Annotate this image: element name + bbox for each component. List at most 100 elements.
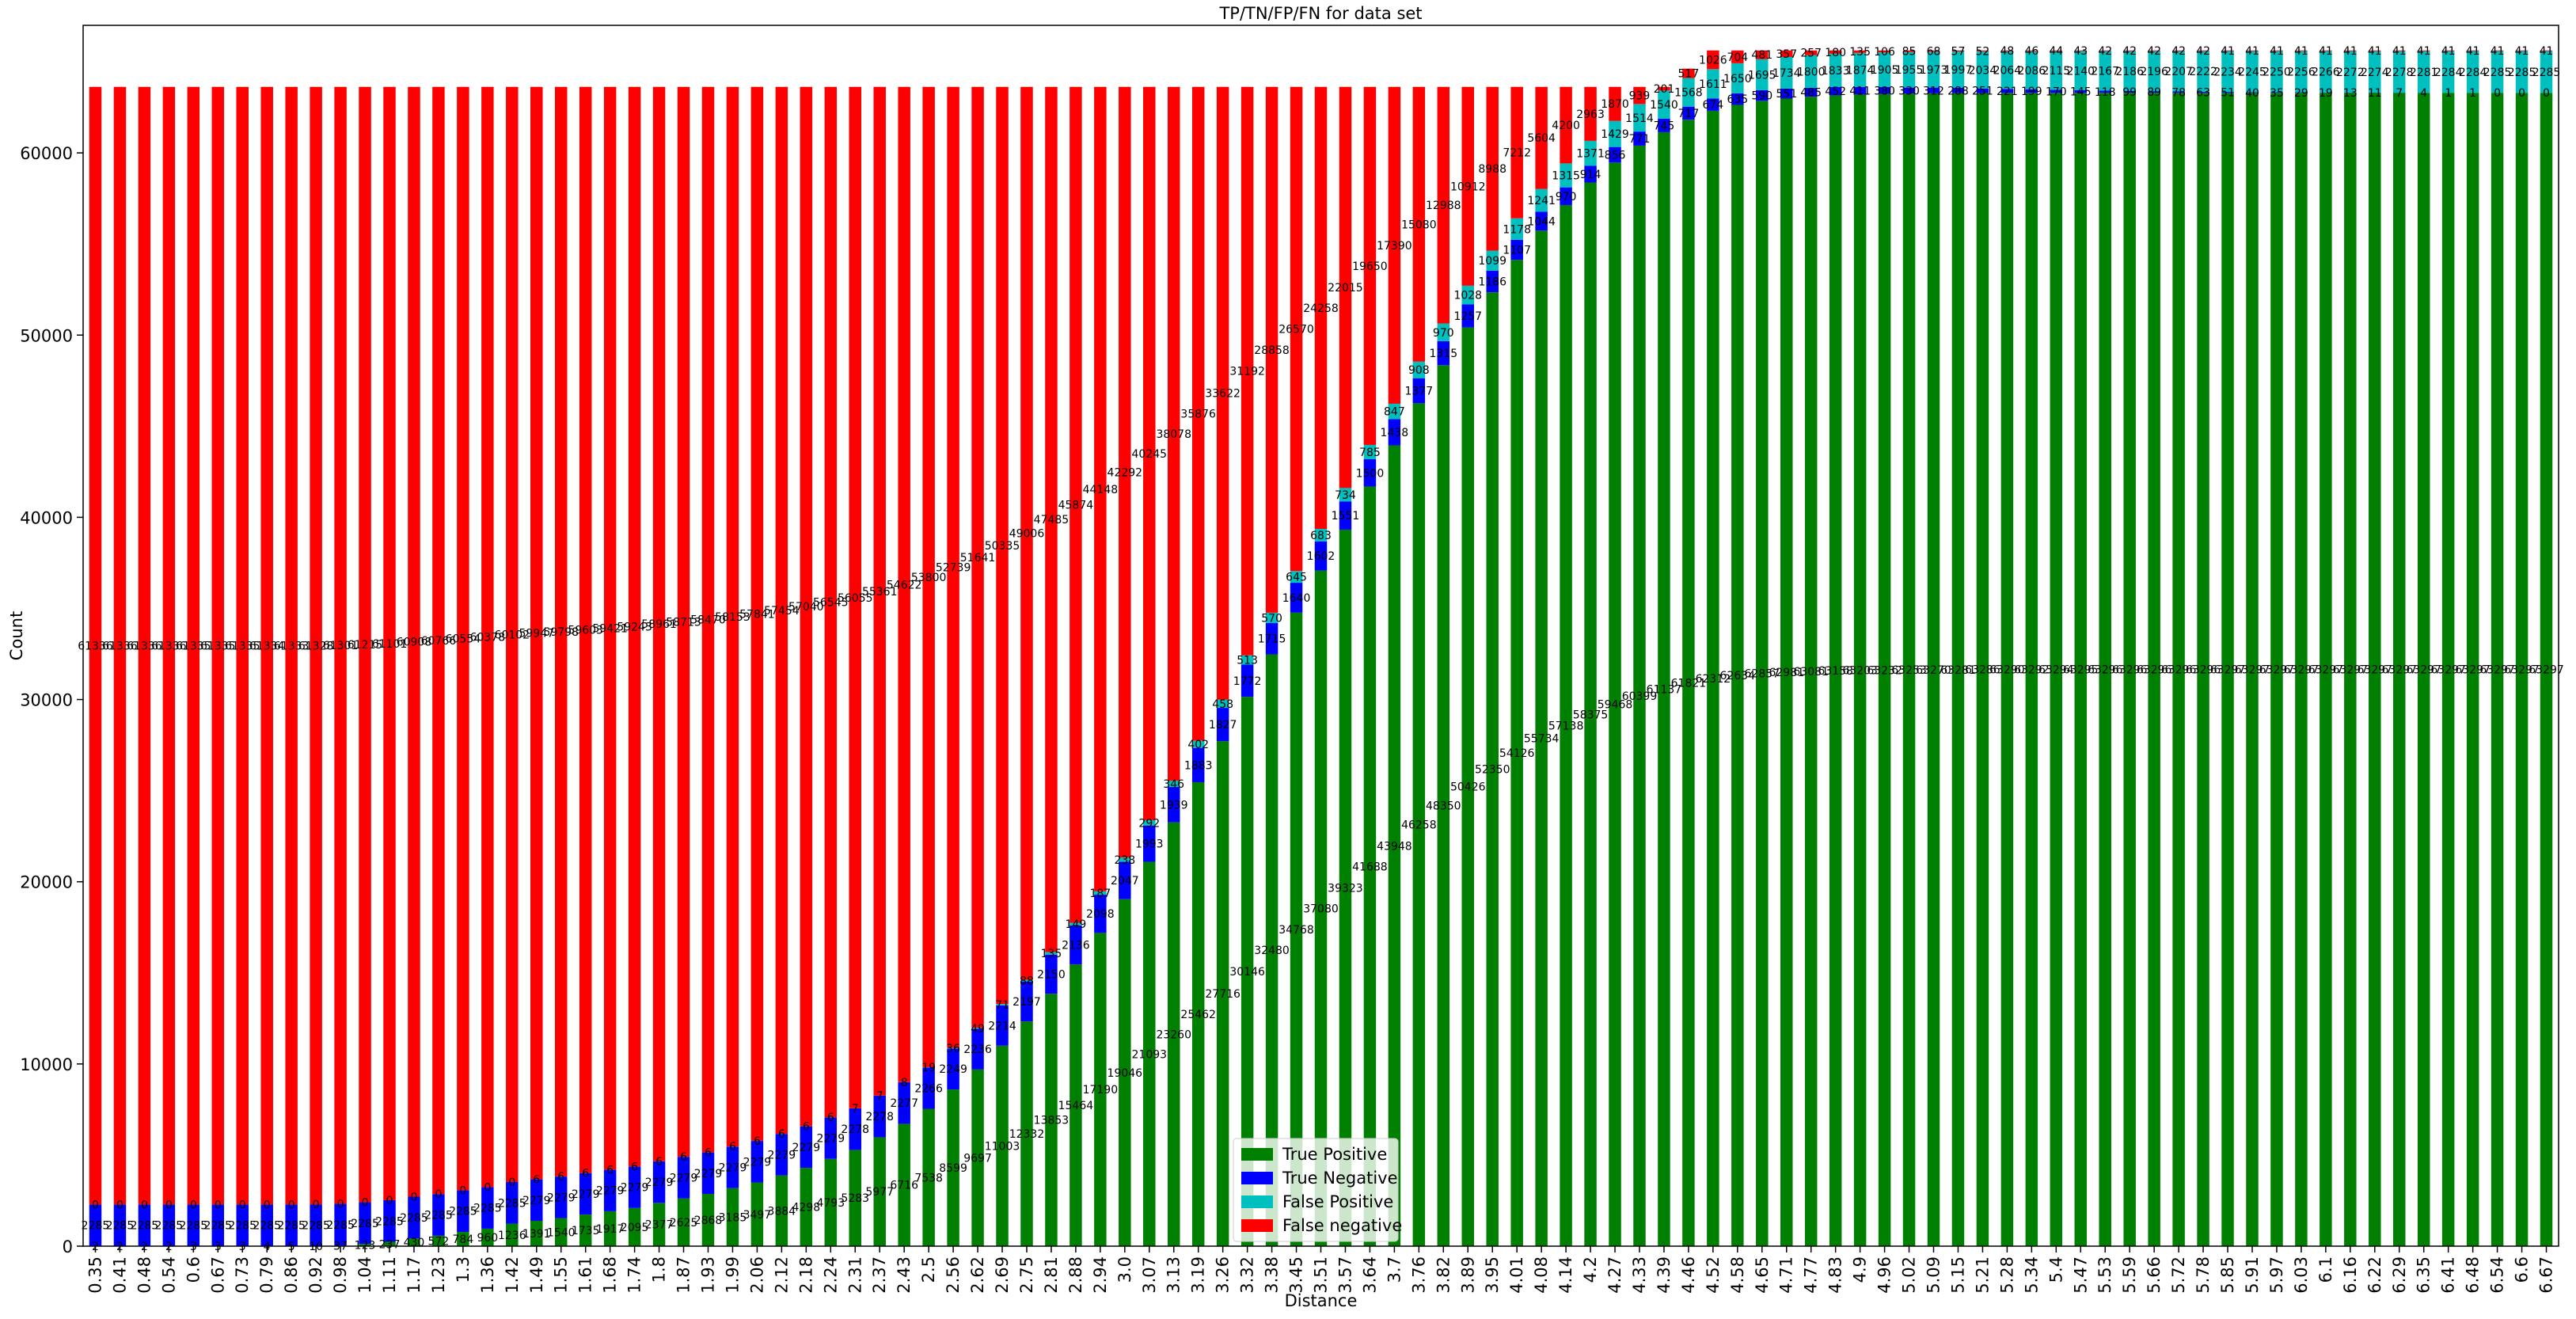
- data-label: 41: [2392, 45, 2407, 58]
- data-label: 1772: [1233, 675, 1262, 688]
- data-label: 71: [995, 999, 1009, 1012]
- legend-swatch: [1241, 1148, 1273, 1161]
- data-label: 4200: [1552, 120, 1580, 132]
- data-label: 23260: [1156, 1028, 1191, 1041]
- x-axis-label: Distance: [1285, 1291, 1358, 1310]
- data-label: 45874: [1058, 500, 1094, 512]
- data-label: 6: [533, 1173, 540, 1186]
- x-tick-label: 4.52: [1704, 1256, 1723, 1294]
- x-tick-label: 0.98: [331, 1256, 350, 1294]
- data-label: 41: [2319, 45, 2333, 58]
- data-label: 6: [582, 1168, 589, 1180]
- x-tick-label: 1.23: [429, 1256, 448, 1294]
- data-label: 6: [827, 1112, 834, 1124]
- data-label: 13853: [1034, 1115, 1070, 1127]
- x-tick-label: 4.58: [1728, 1256, 1747, 1294]
- data-label: 43: [2073, 45, 2088, 58]
- data-label: 6: [803, 1121, 810, 1134]
- data-label: 68: [1927, 45, 1941, 58]
- data-label: 39323: [1328, 882, 1363, 895]
- data-label: 0: [215, 1199, 222, 1211]
- data-label: 0: [386, 1195, 393, 1207]
- data-label: 481: [1751, 49, 1772, 62]
- x-tick-label: 5.02: [1900, 1256, 1919, 1294]
- x-tick-label: 0.48: [135, 1256, 154, 1294]
- data-label: 1: [2445, 87, 2452, 100]
- data-label: 0: [190, 1199, 197, 1211]
- data-label: 745: [1654, 120, 1675, 132]
- x-tick-label: 1.61: [576, 1256, 595, 1294]
- y-tick-label: 50000: [20, 326, 73, 345]
- legend-label: True Negative: [1282, 1169, 1398, 1188]
- data-label: 41: [2245, 45, 2259, 58]
- data-label: 41: [2294, 45, 2308, 58]
- data-label: 199: [2021, 86, 2042, 98]
- data-label: 7212: [1503, 147, 1531, 160]
- legend-swatch: [1241, 1172, 1273, 1184]
- data-label: 41: [2491, 45, 2505, 58]
- x-tick-label: 0.41: [110, 1256, 129, 1294]
- data-label: 180: [1825, 47, 1846, 59]
- data-label: 458: [1212, 698, 1233, 711]
- data-label: 201: [1654, 83, 1675, 96]
- x-tick-label: 1.55: [552, 1256, 571, 1294]
- data-label: 1640: [1282, 592, 1311, 605]
- data-label: 2214: [988, 1020, 1016, 1032]
- x-tick-label: 2.12: [772, 1256, 791, 1294]
- data-label: 27716: [1205, 988, 1241, 1001]
- data-label: 238: [1114, 854, 1135, 867]
- x-tick-label: 5.47: [2071, 1256, 2090, 1294]
- x-tick-label: 2.62: [968, 1256, 987, 1294]
- data-label: 32480: [1254, 945, 1290, 957]
- x-tick-label: 3.19: [1189, 1256, 1208, 1294]
- data-label: 330: [1898, 85, 1920, 97]
- data-label: 42: [2147, 45, 2161, 58]
- data-label: 6: [606, 1164, 614, 1176]
- data-label: 0: [313, 1199, 320, 1211]
- data-label: 42: [2098, 45, 2112, 58]
- x-tick-label: 0.86: [282, 1256, 301, 1294]
- data-label: 118: [2095, 86, 2116, 99]
- data-label: 6: [729, 1141, 736, 1154]
- x-tick-label: 4.2: [1581, 1256, 1600, 1283]
- data-label: 12332: [1009, 1128, 1045, 1141]
- y-tick-label: 10000: [20, 1055, 73, 1074]
- data-label: 37080: [1303, 903, 1339, 915]
- data-label: 57: [1951, 45, 1966, 58]
- data-label: 11: [2368, 87, 2382, 100]
- legend-label: False Positive: [1282, 1192, 1393, 1211]
- data-label: 63: [2196, 87, 2210, 100]
- data-label: 6: [557, 1171, 564, 1184]
- data-label: 2249: [939, 1063, 967, 1076]
- data-label: 0: [362, 1197, 369, 1210]
- legend-label: True Positive: [1282, 1145, 1387, 1164]
- data-label: 257: [1800, 48, 1822, 60]
- data-label: 288: [1947, 85, 1969, 97]
- data-label: 4: [2420, 87, 2427, 100]
- data-label: 1939: [1160, 799, 1188, 812]
- x-tick-label: 3.89: [1458, 1256, 1477, 1294]
- data-label: 0: [264, 1199, 271, 1211]
- x-tick-label: 1.8: [650, 1256, 669, 1283]
- data-label: 346: [1163, 778, 1184, 791]
- x-tick-label: 6.1: [2316, 1256, 2335, 1283]
- x-tick-label: 3.45: [1287, 1256, 1306, 1294]
- data-label: 2285: [2532, 67, 2561, 79]
- x-tick-label: 0.92: [306, 1256, 325, 1294]
- data-label: 2277: [890, 1097, 918, 1110]
- data-label: 22015: [1328, 282, 1363, 295]
- data-label: 88: [1020, 975, 1034, 988]
- data-label: 683: [1310, 530, 1332, 542]
- data-label: 6: [754, 1135, 761, 1148]
- data-label: 145: [2070, 86, 2092, 99]
- data-label: 292: [1138, 817, 1160, 830]
- x-tick-label: 3.7: [1385, 1256, 1404, 1283]
- x-tick-label: 1.74: [625, 1256, 644, 1294]
- data-label: 1315: [1429, 348, 1457, 360]
- data-label: 1540: [1650, 99, 1678, 112]
- data-label: 2278: [841, 1123, 869, 1136]
- data-label: 6: [680, 1151, 687, 1164]
- y-axis-label: Count: [7, 611, 26, 660]
- data-label: 674: [1702, 99, 1723, 112]
